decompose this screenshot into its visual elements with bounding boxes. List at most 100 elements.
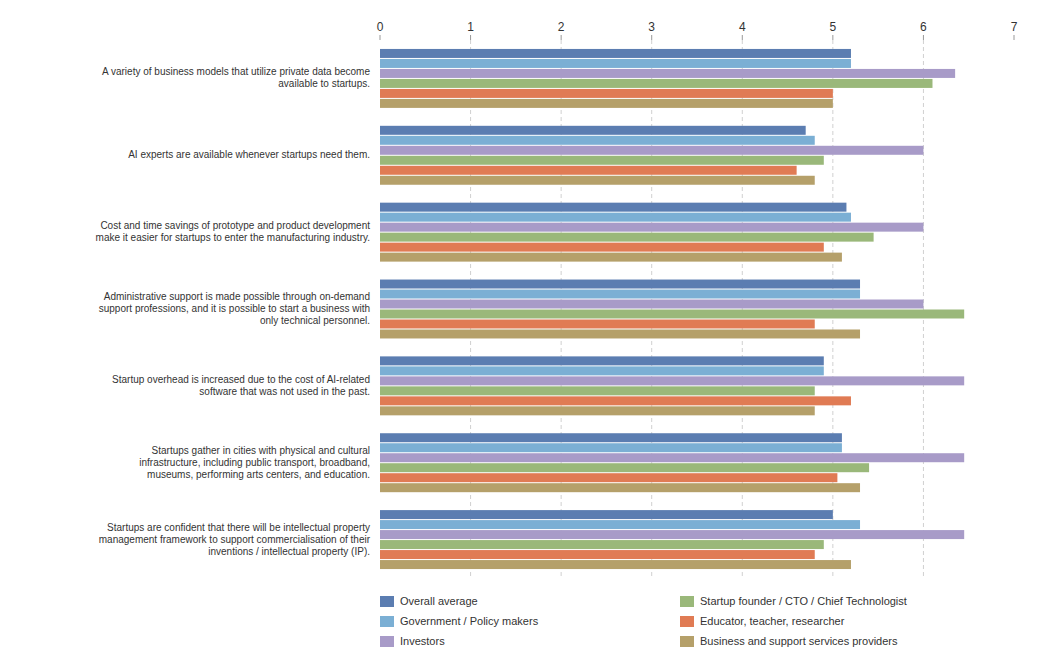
category-label: Administrative support is made possible …: [99, 291, 370, 326]
series: [380, 49, 860, 519]
legend-label: Overall average: [400, 595, 478, 607]
bar: [380, 319, 815, 328]
legend-label: Business and support services providers: [700, 635, 898, 647]
tick-mark: [923, 35, 924, 40]
bar: [380, 530, 964, 539]
tick-mark: [561, 35, 562, 40]
bar: [380, 396, 851, 405]
tick-mark: [832, 35, 833, 40]
legend-item: Startup founder / CTO / Chief Technologi…: [680, 595, 907, 607]
bar: [380, 300, 923, 309]
bar: [380, 463, 869, 472]
tick-label: 7: [1011, 20, 1018, 34]
legend-swatch: [380, 636, 394, 647]
tick-mark: [380, 35, 381, 40]
legend-swatch: [680, 636, 694, 647]
bar: [380, 59, 851, 68]
legend-swatch: [680, 616, 694, 627]
legend-label: Startup founder / CTO / Chief Technologi…: [700, 595, 907, 607]
legend-label: Government / Policy makers: [400, 615, 539, 627]
category-label: A variety of business models that utiliz…: [102, 66, 370, 89]
bar: [380, 443, 842, 452]
legend-item: Business and support services providers: [680, 635, 898, 647]
bar: [380, 510, 833, 519]
tick-mark: [651, 35, 652, 40]
tick-mark: [1014, 35, 1015, 40]
grid-line: [832, 40, 833, 578]
bar: [380, 453, 964, 462]
grid-line: [923, 40, 924, 578]
bar: [380, 310, 964, 319]
grid: [471, 40, 924, 578]
bar: [380, 329, 860, 338]
bar: [380, 49, 851, 58]
bar: [380, 406, 815, 415]
category-label: Startup overhead is increased due to the…: [112, 373, 370, 396]
tick-label: 2: [558, 20, 565, 34]
y-axis: A variety of business models that utiliz…: [96, 66, 371, 556]
series: [380, 69, 964, 539]
tick-label: 6: [920, 20, 927, 34]
grid-line: [561, 40, 562, 578]
bar: [380, 146, 923, 155]
bar: [380, 280, 860, 289]
grid-line: [742, 40, 743, 578]
tick-label: 5: [830, 20, 837, 34]
category-label: Startups gather in cities with physical …: [139, 444, 370, 479]
bar: [380, 156, 824, 165]
tick-label: 0: [377, 20, 384, 34]
bar: [380, 243, 824, 252]
bar: [380, 233, 874, 242]
legend-label: Investors: [400, 635, 445, 647]
bar: [380, 99, 833, 108]
bar: [380, 176, 815, 185]
bar: [380, 136, 815, 145]
grid-line: [651, 40, 652, 578]
bar: [380, 520, 860, 529]
x-axis: 0 1 2 3 4 5 6 7: [377, 20, 1018, 40]
bar: [380, 550, 815, 559]
legend-item: Educator, teacher, researcher: [680, 615, 845, 627]
tick-label: 4: [739, 20, 746, 34]
bar: [380, 223, 923, 232]
tick-mark: [742, 35, 743, 40]
category-label: Cost and time savings of prototype and p…: [96, 220, 371, 243]
bar: [380, 79, 932, 88]
bar: [380, 356, 824, 365]
bar: [380, 166, 797, 175]
bar: [380, 253, 842, 262]
legend: Overall average Government / Policy maker…: [380, 595, 907, 647]
bar: [380, 203, 846, 212]
category-label: AI experts are available whenever startu…: [128, 149, 370, 160]
series: [380, 99, 860, 569]
grid-line: [470, 40, 471, 578]
bar: [380, 126, 806, 135]
bar: [380, 366, 824, 375]
bar: [380, 433, 842, 442]
bar: [380, 473, 837, 482]
bar: [380, 386, 815, 395]
bar: [380, 290, 860, 299]
bar: [380, 213, 851, 222]
bar: [380, 89, 833, 98]
series: [380, 79, 964, 549]
bar: [380, 69, 955, 78]
legend-label: Educator, teacher, researcher: [700, 615, 845, 627]
legend-item: Investors: [380, 635, 445, 647]
tick-mark: [470, 35, 471, 40]
bar: [380, 376, 964, 385]
legend-item: Government / Policy makers: [380, 615, 539, 627]
bar: [380, 483, 860, 492]
bar: [380, 540, 824, 549]
legend-swatch: [380, 616, 394, 627]
legend-swatch: [380, 596, 394, 607]
tick-label: 1: [467, 20, 474, 34]
category-label: Startups are confident that there will b…: [99, 521, 371, 556]
legend-item: Overall average: [380, 595, 478, 607]
chart-container: 0 1 2 3 4 5 6 7 A variety of business models tha…: [0, 0, 1044, 668]
legend-swatch: [680, 596, 694, 607]
tick-label: 3: [648, 20, 655, 34]
chart: 0 1 2 3 4 5 6 7 A variety of business models tha…: [0, 0, 1044, 668]
bars: [380, 49, 964, 569]
bar: [380, 560, 851, 569]
